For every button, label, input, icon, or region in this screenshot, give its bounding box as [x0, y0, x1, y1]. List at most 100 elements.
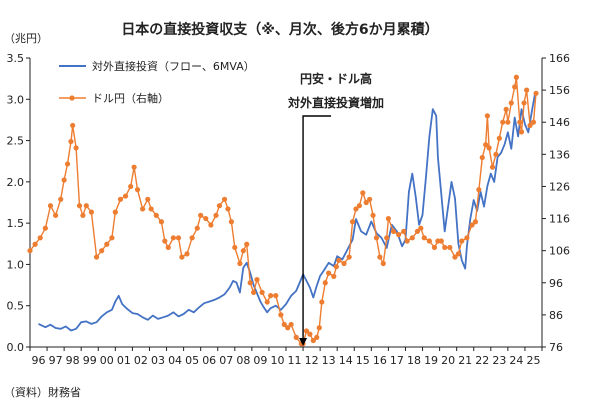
usdjpy-point	[83, 203, 89, 209]
usdjpy-point	[316, 325, 322, 331]
x-tick-label: 02	[134, 354, 148, 367]
usdjpy-point	[505, 119, 511, 125]
usdjpy-point	[377, 254, 383, 260]
annotation-line-1: 円安・ドル高	[300, 71, 372, 86]
usdjpy-point	[363, 199, 369, 206]
usdjpy-point	[513, 74, 520, 80]
usdjpy-point	[303, 328, 310, 334]
usdjpy-point	[273, 293, 279, 299]
x-tick-label: 17	[390, 354, 404, 367]
x-tick-label: 10	[270, 354, 284, 367]
usdjpy-point	[254, 276, 260, 283]
usdjpy-point	[353, 206, 359, 212]
usdjpy-point	[508, 100, 514, 106]
usdjpy-point	[293, 334, 299, 340]
usdjpy-point	[47, 203, 54, 209]
right-tick-label: 96	[549, 277, 563, 290]
x-tick-label: 25	[526, 354, 540, 367]
x-tick-label: 11	[288, 354, 302, 367]
usdjpy-point	[61, 177, 67, 183]
right-tick-label: 136	[549, 148, 570, 161]
usdjpy-point	[447, 244, 453, 251]
x-tick-label: 23	[492, 354, 506, 367]
right-tick-label: 126	[549, 180, 570, 193]
usdjpy-point	[198, 212, 204, 218]
usdjpy-point	[409, 235, 415, 241]
x-tick-label: 19	[424, 354, 438, 367]
right-tick-label: 106	[549, 245, 570, 258]
usdjpy-point	[128, 183, 134, 190]
usdjpy-point	[307, 331, 313, 337]
usdjpy-point	[117, 196, 124, 202]
usdjpy-point	[268, 293, 274, 299]
usdjpy-point	[184, 251, 190, 257]
usdjpy-point	[496, 135, 502, 141]
usdjpy-point	[438, 238, 444, 244]
annotation-arrow	[302, 115, 332, 339]
x-tick-label: 06	[202, 354, 216, 367]
x-tick-label: 09	[253, 354, 267, 367]
left-tick-label: 0.5	[7, 300, 25, 313]
usdjpy-point	[333, 264, 339, 270]
right-tick-label: 146	[549, 116, 570, 129]
usdjpy-point	[459, 238, 465, 244]
usdjpy-point	[158, 219, 165, 225]
usdjpy-point	[68, 138, 74, 145]
usdjpy-point	[208, 222, 214, 228]
usdjpy-point	[264, 299, 270, 305]
x-tick-label: 03	[151, 354, 165, 367]
right-tick-label: 116	[549, 213, 570, 226]
x-tick-label: 22	[475, 354, 489, 367]
left-tick-label: 3.0	[7, 93, 25, 106]
usdjpy-point	[533, 90, 539, 96]
x-tick-label: 12	[305, 354, 319, 367]
usdjpy-point	[162, 238, 168, 244]
usdjpy-point	[134, 187, 141, 193]
usdjpy-point	[285, 325, 291, 331]
x-tick-label: 13	[322, 354, 336, 367]
usdjpy-point	[88, 209, 95, 215]
usdjpy-point	[244, 241, 250, 247]
usdjpy-point	[331, 273, 337, 279]
usdjpy-point	[99, 248, 105, 254]
usdjpy-point	[524, 87, 530, 93]
usdjpy-point	[194, 225, 200, 231]
usdjpy-point	[73, 145, 79, 151]
usdjpy-point	[175, 235, 182, 241]
x-tick-label: 01	[117, 354, 131, 367]
usdjpy-point	[341, 260, 347, 267]
series-layer	[27, 74, 539, 347]
usdjpy-point	[390, 228, 397, 234]
right-tick-label: 156	[549, 84, 570, 97]
usdjpy-point	[131, 164, 137, 170]
x-tick-label: 00	[100, 354, 114, 367]
usdjpy-point	[58, 196, 64, 202]
usdjpy-point	[421, 235, 427, 241]
usdjpy-point	[346, 254, 352, 260]
left-tick-label: 1.5	[7, 217, 25, 230]
usdjpy-point	[360, 190, 366, 196]
usdjpy-point	[93, 254, 100, 260]
usdjpy-point	[469, 222, 475, 228]
usdjpy-point	[221, 196, 228, 202]
usdjpy-point	[500, 119, 506, 125]
usdjpy-point	[401, 228, 407, 234]
usdjpy-point	[356, 203, 362, 209]
usdjpy-point	[288, 321, 294, 328]
usdjpy-point	[384, 235, 390, 241]
usdjpy-point	[483, 142, 489, 148]
usdjpy-point	[109, 235, 115, 241]
usdjpy-point	[404, 238, 410, 244]
left-tick-label: 2.0	[7, 176, 25, 189]
x-tick-label: 96	[32, 354, 46, 367]
usdjpy-point	[237, 260, 243, 267]
usdjpy-point	[452, 254, 458, 260]
usdjpy-point	[225, 206, 231, 212]
usdjpy-point	[179, 254, 185, 260]
usdjpy-point	[380, 260, 386, 267]
x-tick-label: 16	[373, 354, 387, 367]
legend: 対外直接投資（フロー、6MVA） ドル円（右軸）	[59, 59, 255, 105]
annotation-line-2: 対外直接投資増加	[287, 95, 384, 110]
left-axis-ticks: 0.0 0.5 1.0 1.5 2.0 2.5 3.0 3.5	[7, 52, 30, 354]
usdjpy-point	[464, 235, 470, 241]
